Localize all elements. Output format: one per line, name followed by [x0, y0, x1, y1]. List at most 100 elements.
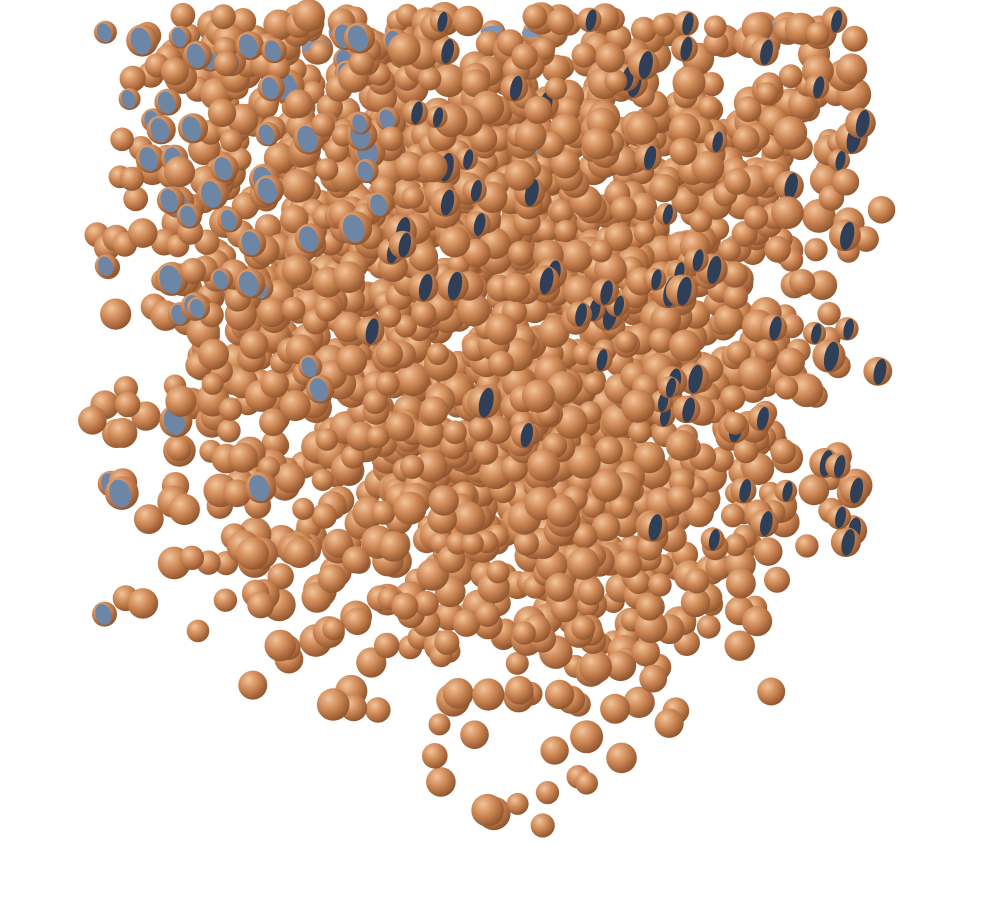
- particle-sphere: [486, 560, 510, 584]
- cut-face: [261, 77, 279, 100]
- particle-sphere: [554, 219, 577, 243]
- cut-face: [258, 124, 275, 145]
- cut-face: [220, 209, 237, 231]
- cut-face: [644, 145, 657, 170]
- cut-face: [600, 280, 613, 305]
- cut-face: [585, 9, 597, 32]
- particle-sphere: [365, 697, 391, 723]
- cut-face: [680, 36, 693, 61]
- particle-sphere: [633, 441, 665, 474]
- particle-sphere: [475, 602, 500, 627]
- cut-face: [130, 27, 152, 55]
- particle-sphere: [540, 736, 569, 765]
- particle-sphere: [168, 493, 200, 526]
- particle-sphere: [609, 495, 633, 519]
- particle-sphere: [411, 301, 437, 327]
- particle-sphere: [545, 572, 574, 602]
- particle-sphere: [544, 77, 568, 100]
- particle-sphere: [668, 113, 701, 145]
- cut-face: [478, 387, 494, 418]
- particle-sphere: [836, 53, 868, 85]
- particle-sphere: [764, 566, 790, 593]
- particle-sphere: [512, 621, 536, 645]
- cut-face: [200, 181, 222, 208]
- particle-sphere: [581, 127, 614, 160]
- particle-sphere: [415, 450, 448, 483]
- cut-face: [96, 23, 112, 43]
- cut-face: [850, 477, 864, 504]
- particle-sphere: [778, 64, 803, 89]
- particle-sphere: [408, 242, 439, 272]
- cut-face: [264, 40, 282, 62]
- particle-sphere: [774, 376, 799, 400]
- particle-sphere: [606, 742, 637, 774]
- cut-face: [834, 455, 846, 478]
- cut-face: [575, 303, 587, 327]
- particle-sphere: [511, 43, 538, 70]
- particle-sphere: [452, 501, 486, 535]
- cut-face: [238, 271, 259, 297]
- cut-face: [301, 357, 317, 377]
- particle-sphere: [308, 40, 332, 64]
- particle-sphere: [119, 65, 146, 92]
- particle-sphere: [600, 693, 631, 724]
- particle-sphere: [595, 42, 625, 73]
- particle-sphere: [704, 15, 727, 38]
- particle-sphere: [648, 573, 672, 597]
- particle-sphere: [770, 438, 796, 465]
- particle-sphere: [166, 436, 192, 462]
- cut-face: [214, 157, 233, 181]
- particle-sphere: [680, 587, 711, 618]
- particle-sphere: [374, 632, 400, 659]
- particle-sphere: [776, 347, 805, 377]
- cut-face: [398, 232, 411, 258]
- particle-sphere: [504, 160, 536, 191]
- cut-face: [873, 358, 887, 385]
- particle-sphere: [315, 158, 339, 181]
- particle-sphere: [550, 149, 580, 179]
- particle-sphere: [472, 439, 499, 465]
- particle-sphere: [720, 503, 745, 528]
- particle-sphere: [691, 151, 725, 184]
- particle-sphere: [527, 449, 560, 482]
- cut-face: [739, 479, 752, 503]
- particle-sphere: [631, 638, 660, 667]
- particle-sphere: [332, 311, 364, 343]
- particle-sphere: [722, 261, 749, 288]
- particle-sphere: [579, 650, 612, 684]
- particle-sphere: [595, 436, 623, 465]
- particle-sphere: [735, 96, 762, 123]
- particle-sphere: [723, 412, 747, 435]
- particle-sphere: [284, 89, 314, 118]
- cut-face: [463, 149, 474, 170]
- particle-sphere: [718, 238, 741, 262]
- particle-sphere: [726, 340, 751, 366]
- particle-sphere: [317, 564, 347, 593]
- particle-sphere: [652, 13, 675, 37]
- particle-sphere: [210, 4, 236, 30]
- particle-sphere: [457, 293, 491, 327]
- particle-sphere: [614, 550, 642, 578]
- particle-sphere: [160, 57, 189, 86]
- cut-face: [97, 256, 114, 277]
- cut-face: [841, 529, 855, 556]
- particle-sphere: [259, 408, 287, 437]
- cut-face: [297, 125, 318, 153]
- particle-sphere: [418, 67, 442, 91]
- particle-sphere: [817, 302, 841, 326]
- particle-sphere: [238, 670, 268, 700]
- particle-sphere: [375, 371, 400, 396]
- cut-face: [840, 221, 855, 250]
- particle-sphere: [217, 419, 241, 443]
- particle-sphere: [413, 590, 439, 616]
- particle-sphere: [322, 617, 345, 641]
- particle-sphere: [665, 429, 697, 461]
- cut-face: [712, 131, 723, 153]
- cut-face: [379, 109, 395, 130]
- cut-face: [437, 11, 448, 32]
- particle-sphere: [336, 344, 368, 376]
- particle-sphere: [757, 677, 786, 706]
- particle-sphere: [207, 98, 237, 128]
- particle-sphere: [501, 273, 531, 302]
